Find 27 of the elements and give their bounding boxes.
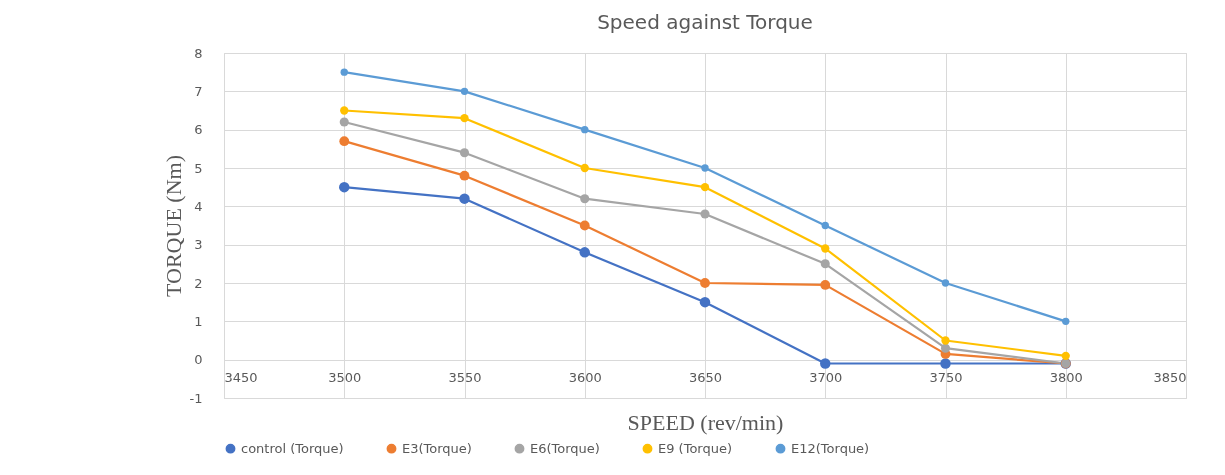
y-tick-label: 0 <box>194 352 203 368</box>
x-tick-label: 3450 <box>224 370 258 386</box>
y-axis-title: TORQUE (Nm) <box>160 155 186 297</box>
y-tick-label: 7 <box>194 83 203 99</box>
y-tick-label: 5 <box>194 160 203 176</box>
y-tick-label: -1 <box>189 390 203 406</box>
x-tick-label: 3750 <box>929 370 963 386</box>
legend-label: E12(Torque) <box>791 440 870 456</box>
legend-label: E3(Torque) <box>402 440 472 456</box>
y-tick-label: 4 <box>194 198 203 214</box>
y-tick-label: 8 <box>194 45 203 61</box>
y-tick-label: 1 <box>194 313 203 329</box>
x-tick-label: 3700 <box>809 370 843 386</box>
y-tick-label: 6 <box>194 122 203 138</box>
y-tick-label: 2 <box>194 275 203 291</box>
legend-label: E9 (Torque) <box>658 440 733 456</box>
legend-label: E6(Torque) <box>530 440 600 456</box>
x-tick-label: 3650 <box>688 370 723 386</box>
x-tick-label: 3550 <box>448 370 482 386</box>
legend-label: control (Torque) <box>241 440 344 456</box>
x-axis-title: SPEED (rev/min) <box>627 409 784 435</box>
y-tick-label: 3 <box>194 237 203 253</box>
x-tick-label: 3600 <box>568 370 602 386</box>
x-tick-label: 3850 <box>1153 370 1187 386</box>
chart-title: Speed against Torque <box>597 10 813 34</box>
x-tick-label: 3500 <box>328 370 362 386</box>
x-tick-label: 3800 <box>1049 370 1083 386</box>
